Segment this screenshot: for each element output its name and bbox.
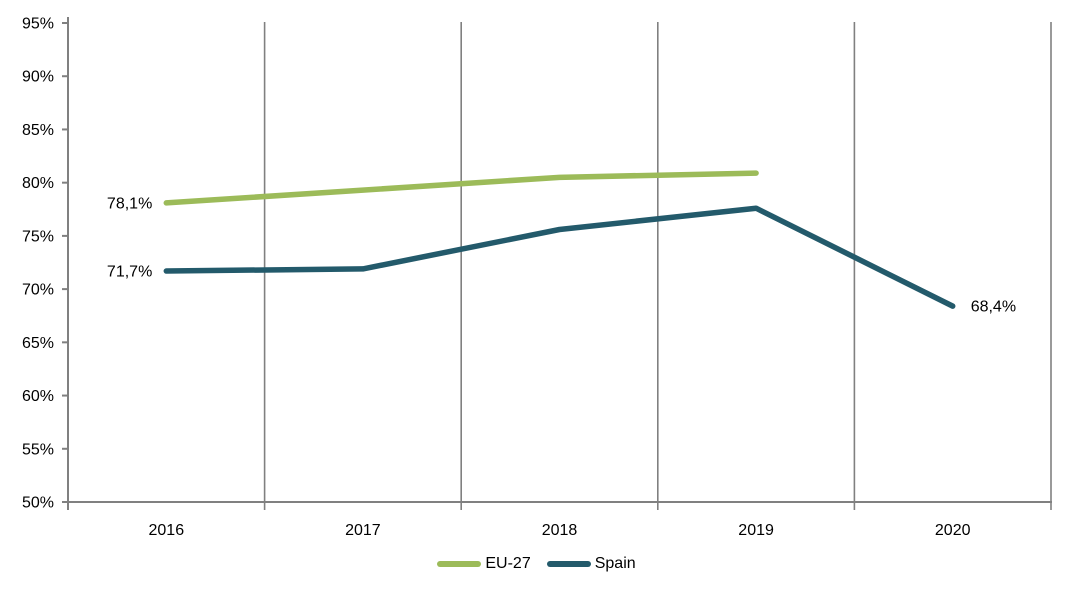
legend-item-spain: Spain xyxy=(546,555,636,572)
y-axis-tick-label: 95% xyxy=(22,16,54,33)
y-axis-tick-label: 65% xyxy=(22,335,54,352)
series-line-eu-27 xyxy=(163,170,759,206)
chart-legend: EU-27 Spain xyxy=(0,556,1073,572)
x-axis-tick-label: 2017 xyxy=(345,522,381,539)
y-axis-tick-label: 85% xyxy=(22,122,54,139)
y-axis-tick-label: 90% xyxy=(22,69,54,86)
x-axis-tick-label: 2018 xyxy=(542,522,578,539)
legend-swatch-eu-27-icon xyxy=(437,561,482,567)
y-axis-tick-label: 75% xyxy=(22,228,54,245)
y-axis-tick-label: 70% xyxy=(22,282,54,299)
data-point-label: 78,1% xyxy=(107,195,152,212)
legend-swatch-spain-icon xyxy=(546,561,591,567)
y-axis-tick-label: 50% xyxy=(22,495,54,512)
y-axis-tick-label: 55% xyxy=(22,441,54,458)
legend-label-eu-27: EU-27 xyxy=(485,555,531,572)
data-point-label: 71,7% xyxy=(107,264,152,281)
series-line-spain xyxy=(163,205,956,309)
x-axis-tick-label: 2019 xyxy=(738,522,774,539)
y-axis-tick-label: 60% xyxy=(22,388,54,405)
legend-label-spain: Spain xyxy=(594,555,636,572)
legend-item-eu-27: EU-27 xyxy=(437,555,531,572)
y-axis-tick-label: 80% xyxy=(22,175,54,192)
data-point-label: 68,4% xyxy=(971,299,1016,316)
x-axis-tick-label: 2020 xyxy=(935,522,971,539)
x-axis-tick-label: 2016 xyxy=(149,522,185,539)
